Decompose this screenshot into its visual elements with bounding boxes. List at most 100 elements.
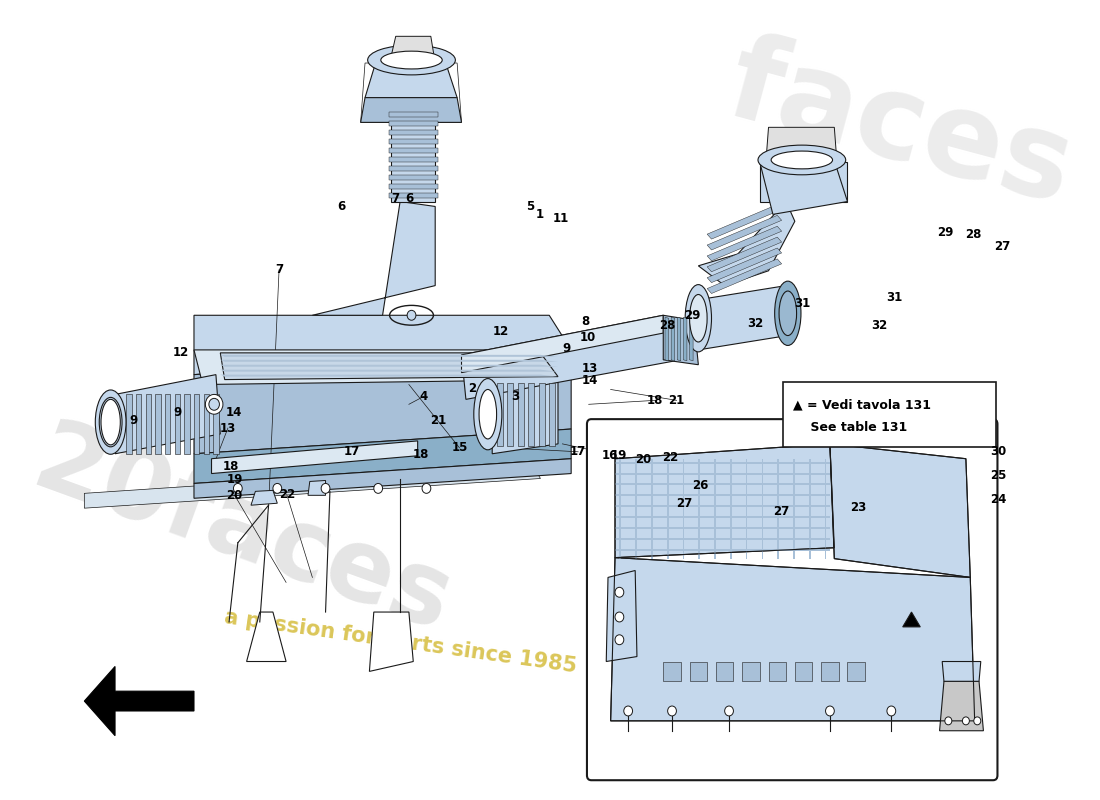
Polygon shape	[116, 374, 220, 454]
Polygon shape	[388, 130, 438, 135]
Polygon shape	[666, 318, 669, 361]
Text: 18: 18	[647, 394, 663, 407]
Polygon shape	[246, 612, 286, 662]
Text: 28: 28	[966, 228, 982, 241]
Polygon shape	[194, 458, 571, 498]
Polygon shape	[388, 193, 438, 198]
Polygon shape	[492, 374, 558, 454]
Polygon shape	[175, 394, 180, 454]
Circle shape	[887, 706, 895, 716]
Text: 20: 20	[635, 454, 651, 466]
Polygon shape	[251, 490, 277, 506]
Text: 18: 18	[412, 448, 429, 461]
Polygon shape	[778, 458, 779, 558]
Polygon shape	[707, 259, 782, 294]
Text: 14: 14	[582, 374, 598, 387]
Polygon shape	[194, 350, 571, 454]
Text: 11: 11	[552, 212, 569, 225]
Polygon shape	[85, 666, 194, 736]
Text: 26: 26	[693, 478, 708, 491]
Text: 21: 21	[430, 414, 447, 426]
Text: 21: 21	[669, 394, 684, 407]
Ellipse shape	[101, 399, 120, 445]
Polygon shape	[730, 458, 732, 558]
Text: 30: 30	[990, 446, 1006, 458]
Text: 1: 1	[536, 208, 543, 221]
Polygon shape	[165, 394, 170, 454]
Polygon shape	[606, 570, 637, 662]
Polygon shape	[690, 318, 693, 361]
Circle shape	[825, 706, 834, 716]
Text: 12: 12	[493, 325, 509, 338]
Polygon shape	[308, 481, 326, 495]
Ellipse shape	[381, 51, 442, 69]
Polygon shape	[462, 315, 681, 399]
Polygon shape	[821, 662, 838, 682]
Text: 3: 3	[512, 390, 519, 403]
Text: 22: 22	[662, 451, 678, 464]
Polygon shape	[683, 318, 686, 361]
Text: 12: 12	[173, 346, 189, 359]
Polygon shape	[707, 237, 782, 272]
Polygon shape	[847, 662, 865, 682]
Polygon shape	[760, 162, 847, 202]
Ellipse shape	[771, 151, 833, 169]
Ellipse shape	[690, 294, 707, 342]
Circle shape	[945, 717, 952, 725]
Text: 13: 13	[220, 422, 236, 434]
FancyBboxPatch shape	[783, 382, 996, 447]
Text: 29: 29	[936, 226, 953, 239]
Polygon shape	[635, 458, 637, 558]
Circle shape	[422, 483, 431, 494]
Ellipse shape	[758, 145, 846, 175]
Text: 27: 27	[994, 239, 1011, 253]
Polygon shape	[615, 527, 829, 529]
Polygon shape	[220, 360, 558, 362]
Polygon shape	[361, 63, 462, 122]
Polygon shape	[667, 458, 669, 558]
Text: 32: 32	[748, 317, 763, 330]
Circle shape	[206, 394, 223, 414]
Polygon shape	[825, 458, 826, 558]
Polygon shape	[388, 175, 438, 180]
Text: 9: 9	[562, 342, 571, 355]
Text: 4: 4	[420, 390, 428, 403]
Text: 25: 25	[990, 469, 1006, 482]
Polygon shape	[766, 127, 837, 162]
Polygon shape	[136, 394, 142, 454]
Polygon shape	[155, 394, 161, 454]
Text: 18: 18	[222, 459, 239, 473]
Circle shape	[209, 398, 219, 410]
Polygon shape	[615, 549, 829, 550]
Circle shape	[321, 483, 330, 494]
Polygon shape	[220, 374, 558, 377]
Text: 7: 7	[275, 263, 283, 276]
Polygon shape	[194, 394, 199, 454]
Polygon shape	[388, 139, 438, 144]
Ellipse shape	[96, 390, 126, 454]
Polygon shape	[211, 441, 418, 474]
Polygon shape	[126, 394, 132, 454]
Polygon shape	[615, 473, 829, 474]
Text: 17: 17	[343, 446, 360, 458]
Circle shape	[624, 706, 632, 716]
Text: 29: 29	[684, 309, 701, 322]
Text: 27: 27	[676, 497, 692, 510]
Polygon shape	[678, 318, 681, 361]
Polygon shape	[615, 516, 829, 518]
Text: 32: 32	[871, 318, 888, 332]
Text: 24: 24	[990, 493, 1006, 506]
Polygon shape	[769, 662, 786, 682]
Text: 14: 14	[226, 406, 242, 418]
Polygon shape	[808, 458, 811, 558]
Polygon shape	[615, 462, 829, 464]
Ellipse shape	[685, 285, 712, 352]
Text: a passion for parts since 1985: a passion for parts since 1985	[222, 607, 578, 676]
Polygon shape	[194, 429, 571, 483]
Polygon shape	[194, 350, 571, 385]
Text: 31: 31	[794, 297, 811, 310]
FancyBboxPatch shape	[587, 419, 998, 780]
Polygon shape	[528, 382, 535, 446]
Text: See table 131: See table 131	[793, 421, 906, 434]
Circle shape	[962, 717, 969, 725]
